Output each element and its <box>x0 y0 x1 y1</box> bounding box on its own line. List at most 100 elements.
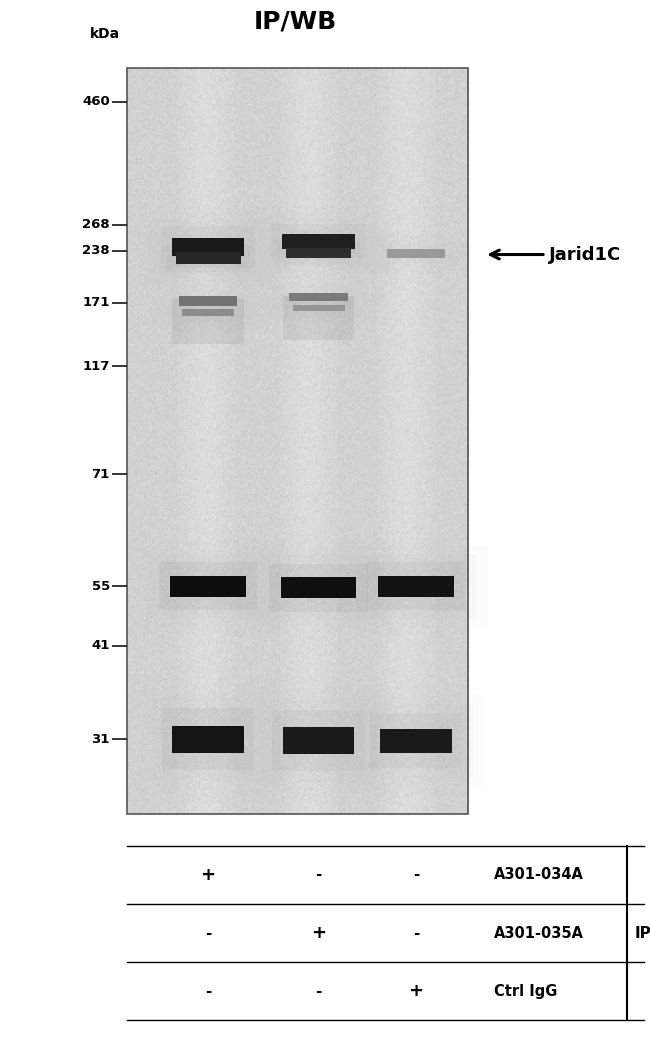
Bar <box>352 233 480 274</box>
Bar <box>251 688 387 793</box>
Bar <box>159 298 257 327</box>
Bar <box>182 309 234 317</box>
Text: -: - <box>315 984 322 998</box>
Text: IP/WB: IP/WB <box>254 9 337 33</box>
Text: -: - <box>413 926 419 940</box>
Bar <box>289 293 348 301</box>
Bar <box>367 562 465 610</box>
Bar <box>235 538 402 637</box>
Text: Jarid1C: Jarid1C <box>549 245 621 264</box>
Bar <box>258 556 379 620</box>
Bar <box>266 237 370 269</box>
Text: 460: 460 <box>82 96 110 108</box>
Bar <box>176 252 240 264</box>
Bar <box>125 537 291 635</box>
Text: 238: 238 <box>82 244 110 258</box>
Bar <box>337 685 495 797</box>
Bar <box>283 727 354 754</box>
Bar <box>369 240 463 268</box>
Bar <box>380 728 452 752</box>
Bar <box>170 289 246 313</box>
Bar <box>144 276 272 325</box>
Bar <box>277 299 360 318</box>
Bar <box>166 244 250 272</box>
Text: A301-034A: A301-034A <box>494 868 584 882</box>
Bar <box>271 224 366 259</box>
Bar <box>172 299 244 344</box>
Bar <box>136 545 280 627</box>
Bar <box>172 238 244 256</box>
Bar <box>170 576 246 596</box>
Bar <box>285 301 352 315</box>
Bar <box>260 218 377 264</box>
Bar <box>247 229 390 277</box>
Bar <box>166 301 250 324</box>
Text: +: + <box>408 982 424 1001</box>
Text: 71: 71 <box>92 468 110 481</box>
Bar <box>159 562 257 610</box>
Bar <box>387 249 445 259</box>
Bar <box>286 248 351 259</box>
Bar <box>172 725 244 752</box>
Bar <box>239 206 398 276</box>
Text: +: + <box>311 924 326 942</box>
Bar <box>148 554 268 618</box>
Bar <box>281 287 357 308</box>
Bar <box>292 305 344 312</box>
Bar <box>240 677 397 803</box>
Bar <box>333 537 499 635</box>
Text: 117: 117 <box>83 359 110 373</box>
Text: 171: 171 <box>83 296 110 310</box>
Text: kDa: kDa <box>90 27 120 42</box>
Bar <box>129 676 287 802</box>
Text: Ctrl IgG: Ctrl IgG <box>494 984 558 998</box>
Text: 31: 31 <box>92 732 110 746</box>
Bar <box>136 231 280 287</box>
Bar <box>146 235 270 282</box>
Bar <box>270 564 367 612</box>
Bar <box>150 219 266 274</box>
Bar <box>247 548 390 629</box>
Bar <box>369 713 463 768</box>
Text: A301-035A: A301-035A <box>494 926 584 940</box>
Bar <box>179 295 237 305</box>
Bar <box>283 295 354 340</box>
Bar <box>269 296 368 320</box>
Bar <box>344 545 488 627</box>
Bar <box>174 304 242 321</box>
Bar <box>161 227 255 268</box>
Bar <box>140 687 276 792</box>
Bar <box>281 578 356 598</box>
Bar <box>272 284 365 311</box>
Text: -: - <box>413 868 419 882</box>
Bar <box>378 576 454 596</box>
Text: -: - <box>205 926 211 940</box>
Bar <box>356 554 476 618</box>
Bar <box>360 236 472 271</box>
Bar <box>348 694 484 788</box>
Bar <box>161 709 255 770</box>
Text: -: - <box>205 984 211 998</box>
Bar <box>127 69 468 814</box>
Text: +: + <box>200 865 216 884</box>
Bar <box>257 233 380 273</box>
Bar <box>152 281 264 321</box>
Bar <box>250 212 387 270</box>
Text: -: - <box>315 868 322 882</box>
Text: IP: IP <box>635 926 650 940</box>
Bar <box>151 295 265 330</box>
Bar <box>156 240 260 276</box>
Bar <box>261 699 376 782</box>
Bar <box>263 279 374 315</box>
Bar <box>359 703 473 777</box>
Bar <box>261 294 376 322</box>
Text: 41: 41 <box>92 639 110 652</box>
Text: 268: 268 <box>82 218 110 232</box>
Bar <box>282 234 355 248</box>
Bar <box>254 276 383 318</box>
Bar <box>276 241 361 265</box>
Bar <box>128 205 288 289</box>
Bar <box>151 697 265 780</box>
Bar <box>161 285 255 317</box>
Bar <box>272 710 365 771</box>
